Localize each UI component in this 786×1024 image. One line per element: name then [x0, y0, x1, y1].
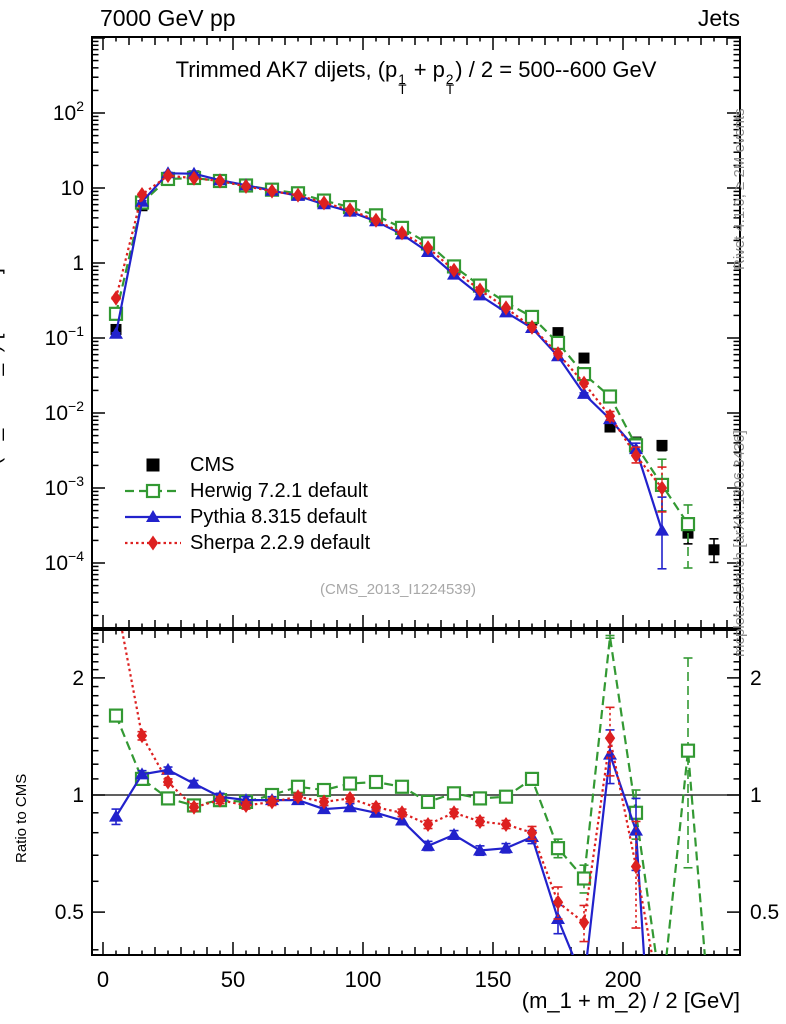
svg-text:1: 1 — [72, 784, 84, 807]
mcplots-reference-note: mcplots.cern.ch [arXiv:1306.3436] — [731, 430, 748, 657]
plot-title: Trimmed AK7 dijets, (p 1 T + p 2 T) / 2 = 50… — [175, 57, 657, 98]
svg-text:0.5: 0.5 — [750, 901, 779, 924]
svg-text:150: 150 — [475, 967, 512, 992]
beam-header: 7000 GeV pp — [100, 5, 236, 31]
legend-label: Sherpa 2.2.9 default — [190, 531, 371, 554]
svg-text:10−1: 10−1 — [45, 323, 85, 350]
legend-label: CMS — [190, 453, 235, 476]
series-sherpa-ratio — [120, 630, 654, 955]
svg-text:1: 1 — [72, 252, 84, 275]
svg-text:10−4: 10−4 — [45, 548, 85, 575]
legend-swatch-cms — [146, 458, 160, 472]
x-axis-title: (m_1 + m_2) / 2 [GeV] — [521, 988, 740, 1013]
legend-item-cms: CMS — [124, 452, 370, 478]
legend-label: Pythia 8.315 default — [190, 505, 367, 528]
svg-text:0: 0 — [97, 967, 109, 992]
legend-item-pythia: Pythia 8.315 default — [124, 504, 370, 530]
axis-tick-labels: 0 50 100 150 200 102 10 1 10−1 10−2 10−3 10−4 2 2 1 1 0.… — [45, 98, 780, 992]
svg-text:10: 10 — [61, 177, 84, 200]
legend-swatch-sherpa — [125, 535, 181, 551]
svg-text:0.5: 0.5 — [55, 901, 84, 924]
ratio-y-axis-title: Ratio to CMS — [13, 773, 30, 863]
analysis-header: Jets — [697, 5, 740, 31]
svg-text:2: 2 — [72, 667, 84, 690]
legend-item-sherpa: Sherpa 2.2.9 default — [124, 530, 370, 556]
svg-text:10−2: 10−2 — [45, 398, 85, 425]
legend-label: Herwig 7.2.1 default — [190, 479, 368, 502]
legend-swatch-herwig — [125, 483, 181, 499]
svg-text:200: 200 — [605, 967, 642, 992]
legend-swatch-pythia — [125, 510, 181, 522]
svg-text:1: 1 — [750, 784, 762, 807]
rivet-version-note: Rivet 4.1.0, ≥ 2M events — [731, 108, 748, 270]
legend: CMS Herwig 7.2.1 default Pythia 8.315 defa… — [124, 452, 370, 556]
axis-ticks — [92, 37, 741, 955]
svg-text:10−3: 10−3 — [45, 473, 85, 500]
svg-text:2: 2 — [750, 667, 762, 690]
panel-frames — [91, 36, 741, 956]
legend-item-herwig: Herwig 7.2.1 default — [124, 478, 370, 504]
analysis-id-watermark: (CMS_2013_I1224539) — [320, 581, 476, 598]
svg-text:50: 50 — [221, 967, 245, 992]
svg-text:100: 100 — [345, 967, 382, 992]
series-sherpa-main — [110, 168, 668, 513]
y-axis-title: 1000/σ 2dσ/d(m_1 + m_2) [1/GeV] — [0, 268, 5, 590]
svg-text:102: 102 — [53, 98, 84, 125]
series-herwig-ratio — [108, 634, 706, 955]
